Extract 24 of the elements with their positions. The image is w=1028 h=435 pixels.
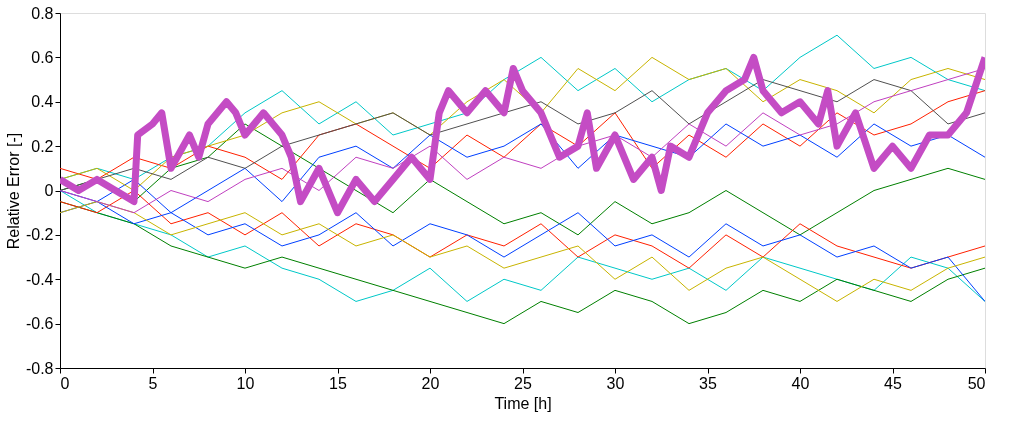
y-tick-label: -0.8 [25, 359, 54, 377]
line-series [60, 190, 985, 269]
x-tick-label: 30 [606, 374, 625, 392]
line-series [60, 79, 985, 191]
y-tick-label: -0.2 [25, 226, 54, 244]
y-tick-label: -0.6 [25, 315, 54, 333]
x-tick-label: 40 [791, 374, 810, 392]
y-tick-label: 0.4 [31, 93, 54, 111]
y-tick-label: 0 [44, 182, 54, 199]
y-tick-label: 0.2 [31, 137, 54, 155]
y-tick-label: 0.6 [31, 48, 54, 66]
x-tick-label: 45 [884, 374, 902, 392]
y-tick-label: 0.8 [31, 4, 54, 22]
y-axis-title: Relative Error [-] [4, 132, 22, 250]
x-tick-label: 0 [60, 374, 70, 392]
x-tick-label: 20 [421, 374, 440, 392]
x-tick-label: 15 [329, 374, 347, 392]
x-tick-label: 10 [236, 374, 255, 392]
y-tick-label: -0.4 [25, 270, 54, 288]
x-tick-label: 25 [514, 374, 532, 392]
x-axis-title: Time [h] [494, 394, 552, 412]
x-tick-label: 50 [967, 374, 986, 392]
x-tick-label: 5 [148, 374, 158, 392]
x-tick-label: 35 [699, 374, 717, 392]
